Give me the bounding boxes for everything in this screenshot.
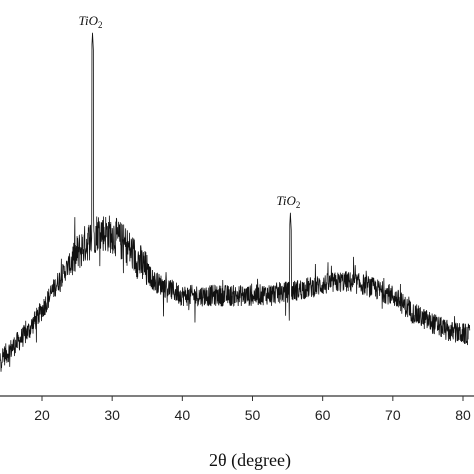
x-tick-label: 60 [315, 407, 331, 423]
peak-annotations: TiO2 TiO2 [79, 13, 301, 210]
x-tick-label: 80 [455, 407, 471, 423]
x-tick-label: 20 [34, 407, 50, 423]
xrd-pattern-line [0, 32, 471, 372]
peak-label-tio2: TiO2 [79, 13, 103, 30]
x-tick-label: 50 [245, 407, 261, 423]
x-tick-label: 30 [104, 407, 120, 423]
peak-label-tio2: TiO2 [276, 193, 300, 210]
x-tick-label: 40 [175, 407, 191, 423]
plot-area [0, 32, 471, 372]
x-tick-label: 70 [385, 407, 401, 423]
x-axis-label: 2θ (degree) [209, 450, 291, 471]
x-ticks: 20 30 40 50 60 70 80 [34, 396, 471, 423]
